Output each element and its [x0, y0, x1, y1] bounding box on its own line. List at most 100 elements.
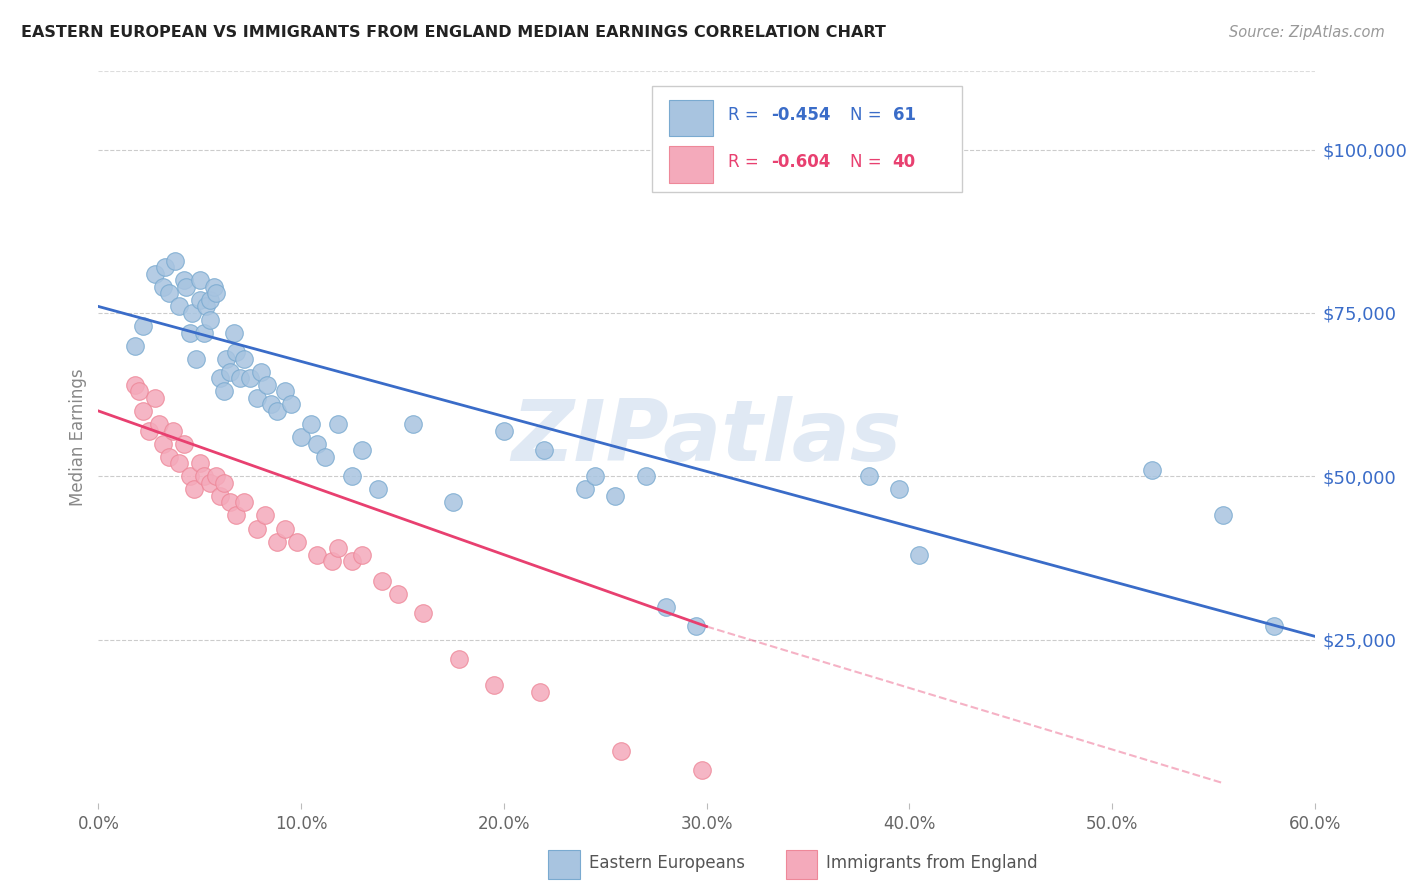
Bar — [652, 86, 962, 192]
Point — [183, 483, 205, 497]
Point — [280, 397, 302, 411]
Point — [290, 430, 312, 444]
Point — [350, 443, 373, 458]
Point — [219, 495, 242, 509]
Point — [350, 548, 373, 562]
Point — [574, 483, 596, 497]
Point — [285, 534, 308, 549]
Point — [605, 489, 627, 503]
Point — [224, 326, 246, 340]
Point — [229, 371, 252, 385]
Point — [162, 424, 184, 438]
Text: N =: N = — [851, 106, 887, 124]
Point — [245, 391, 267, 405]
Point — [138, 424, 160, 438]
Point — [202, 280, 225, 294]
Point — [179, 326, 201, 340]
Point — [441, 495, 464, 509]
Point — [239, 371, 262, 385]
Bar — [548, 849, 581, 879]
Point — [143, 267, 166, 281]
Text: N =: N = — [851, 153, 887, 170]
Point — [492, 424, 515, 438]
Point — [692, 763, 714, 777]
Point — [274, 384, 297, 399]
Point — [184, 351, 207, 366]
Point — [194, 300, 217, 314]
Point — [152, 436, 174, 450]
Point — [1263, 619, 1285, 633]
Point — [908, 548, 931, 562]
Point — [212, 384, 235, 399]
Point — [233, 351, 256, 366]
Text: R =: R = — [728, 106, 765, 124]
Point — [307, 436, 329, 450]
Point — [449, 652, 471, 666]
Point — [256, 377, 278, 392]
Point — [188, 456, 211, 470]
Text: 61: 61 — [893, 106, 915, 124]
Point — [132, 404, 155, 418]
Point — [326, 417, 349, 431]
Point — [155, 260, 177, 275]
Point — [124, 377, 146, 392]
Y-axis label: Median Earnings: Median Earnings — [69, 368, 87, 506]
Point — [482, 678, 505, 692]
Text: EASTERN EUROPEAN VS IMMIGRANTS FROM ENGLAND MEDIAN EARNINGS CORRELATION CHART: EASTERN EUROPEAN VS IMMIGRANTS FROM ENGL… — [21, 25, 886, 40]
Point — [887, 483, 910, 497]
Point — [249, 365, 271, 379]
Point — [314, 450, 336, 464]
Point — [219, 365, 242, 379]
Text: Source: ZipAtlas.com: Source: ZipAtlas.com — [1229, 25, 1385, 40]
Point — [124, 338, 146, 352]
Point — [209, 489, 232, 503]
Point — [225, 508, 247, 523]
Point — [367, 483, 389, 497]
Point — [529, 685, 551, 699]
Point — [1212, 508, 1234, 523]
Point — [634, 469, 657, 483]
Point — [340, 469, 363, 483]
Point — [1142, 463, 1164, 477]
Point — [169, 456, 191, 470]
Point — [193, 326, 215, 340]
Point — [266, 404, 288, 418]
Point — [583, 469, 606, 483]
Point — [188, 293, 211, 307]
Point — [260, 397, 283, 411]
Point — [233, 495, 256, 509]
Point — [132, 319, 155, 334]
Point — [371, 574, 394, 588]
Point — [169, 300, 191, 314]
Point — [128, 384, 150, 399]
Point — [274, 521, 297, 535]
Point — [215, 351, 238, 366]
Point — [173, 273, 195, 287]
Point — [205, 469, 228, 483]
Point — [174, 280, 197, 294]
Text: Immigrants from England: Immigrants from England — [825, 854, 1038, 871]
Bar — [786, 849, 817, 879]
Text: -0.454: -0.454 — [770, 106, 831, 124]
Text: Eastern Europeans: Eastern Europeans — [589, 854, 745, 871]
Point — [148, 417, 170, 431]
Point — [180, 306, 202, 320]
Point — [209, 371, 232, 385]
Point — [173, 436, 195, 450]
Point — [326, 541, 349, 555]
Point — [143, 391, 166, 405]
Point — [152, 280, 174, 294]
Point — [412, 607, 434, 621]
Point — [307, 548, 329, 562]
Point — [212, 475, 235, 490]
Point — [198, 293, 221, 307]
Text: R =: R = — [728, 153, 765, 170]
Point — [188, 273, 211, 287]
Point — [533, 443, 555, 458]
Point — [157, 286, 180, 301]
Point — [157, 450, 180, 464]
Point — [205, 286, 228, 301]
Text: -0.604: -0.604 — [770, 153, 831, 170]
Point — [245, 521, 267, 535]
Point — [198, 312, 221, 326]
